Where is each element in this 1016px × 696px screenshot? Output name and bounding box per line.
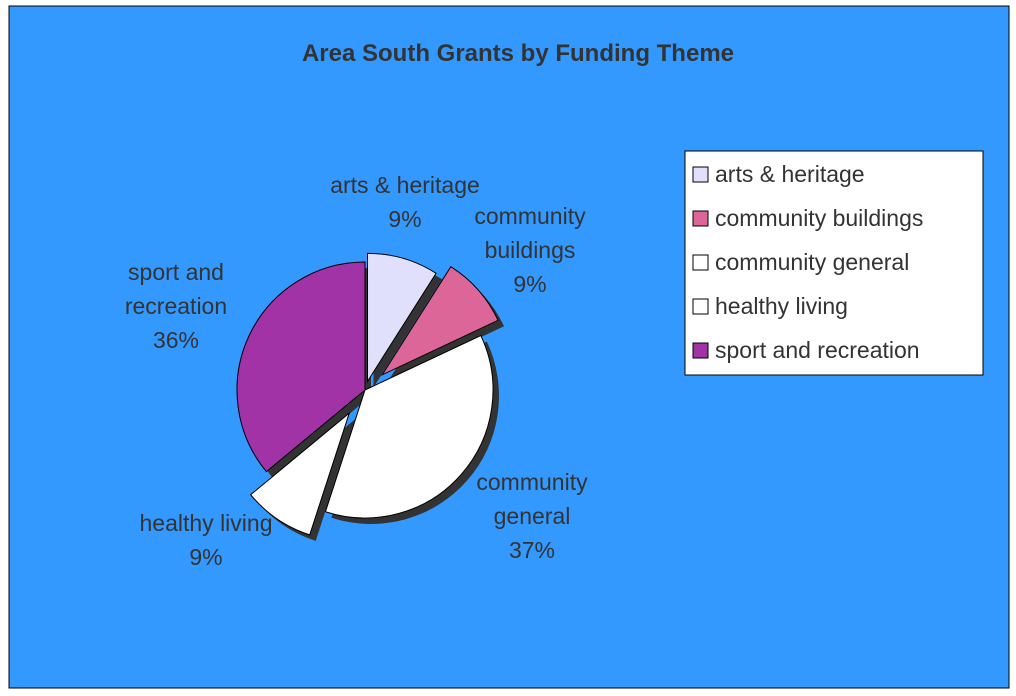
slice-label-line: healthy living <box>140 510 273 536</box>
legend-swatch-arts-heritage <box>692 166 709 183</box>
chart-title: Area South Grants by Funding Theme <box>302 40 734 67</box>
legend: arts & heritage community buildings commun… <box>684 150 984 376</box>
pie-slice-healthy-living <box>249 411 351 536</box>
slice-labels: arts & heritage 9% community buildings 9%com… <box>125 172 588 570</box>
slice-label-community-buildings: community buildings 9% <box>474 203 586 297</box>
slice-label-line: arts & heritage <box>330 172 480 198</box>
slice-label-community-general: community general 37% <box>476 469 588 563</box>
pie-slice-sport-and-recreation <box>236 261 366 473</box>
pie-slice-arts-heritage <box>367 252 437 384</box>
slice-label-arts-heritage: arts & heritage 9% <box>330 172 480 232</box>
legend-label-sport-and-recreation: sport and recreation <box>715 337 920 363</box>
slice-label-line: general <box>494 503 571 529</box>
slice-label-line: buildings <box>485 237 576 263</box>
legend-label-arts-heritage: arts & heritage <box>715 161 865 187</box>
legend-swatch-community-buildings <box>692 210 709 227</box>
legend-label-community-general: community general <box>715 249 909 275</box>
slice-label-line: community <box>474 203 586 229</box>
pie-slices <box>236 252 499 536</box>
slice-label-sport-and-recreation: sport and recreation 36% <box>125 259 227 353</box>
legend-swatch-healthy-living <box>692 298 709 315</box>
slice-label-line: 37% <box>509 537 555 563</box>
legend-swatch-community-general <box>692 254 709 271</box>
slice-label-line: 9% <box>513 271 546 297</box>
slice-label-line: 9% <box>388 206 421 232</box>
slice-label-line: community <box>476 469 588 495</box>
legend-label-community-buildings: community buildings <box>715 205 923 231</box>
slice-label-line: 36% <box>153 327 199 353</box>
slice-label-line: recreation <box>125 293 227 319</box>
pie-slice-community-general <box>324 334 494 519</box>
slice-label-line: 9% <box>189 544 222 570</box>
pie-slice-community-buildings <box>380 266 499 376</box>
slice-label-healthy-living: healthy living 9% <box>140 510 273 570</box>
legend-label-healthy-living: healthy living <box>715 293 848 319</box>
legend-box <box>684 150 984 376</box>
legend-swatch-sport-and-recreation <box>692 342 709 359</box>
slice-label-line: sport and <box>128 259 224 285</box>
